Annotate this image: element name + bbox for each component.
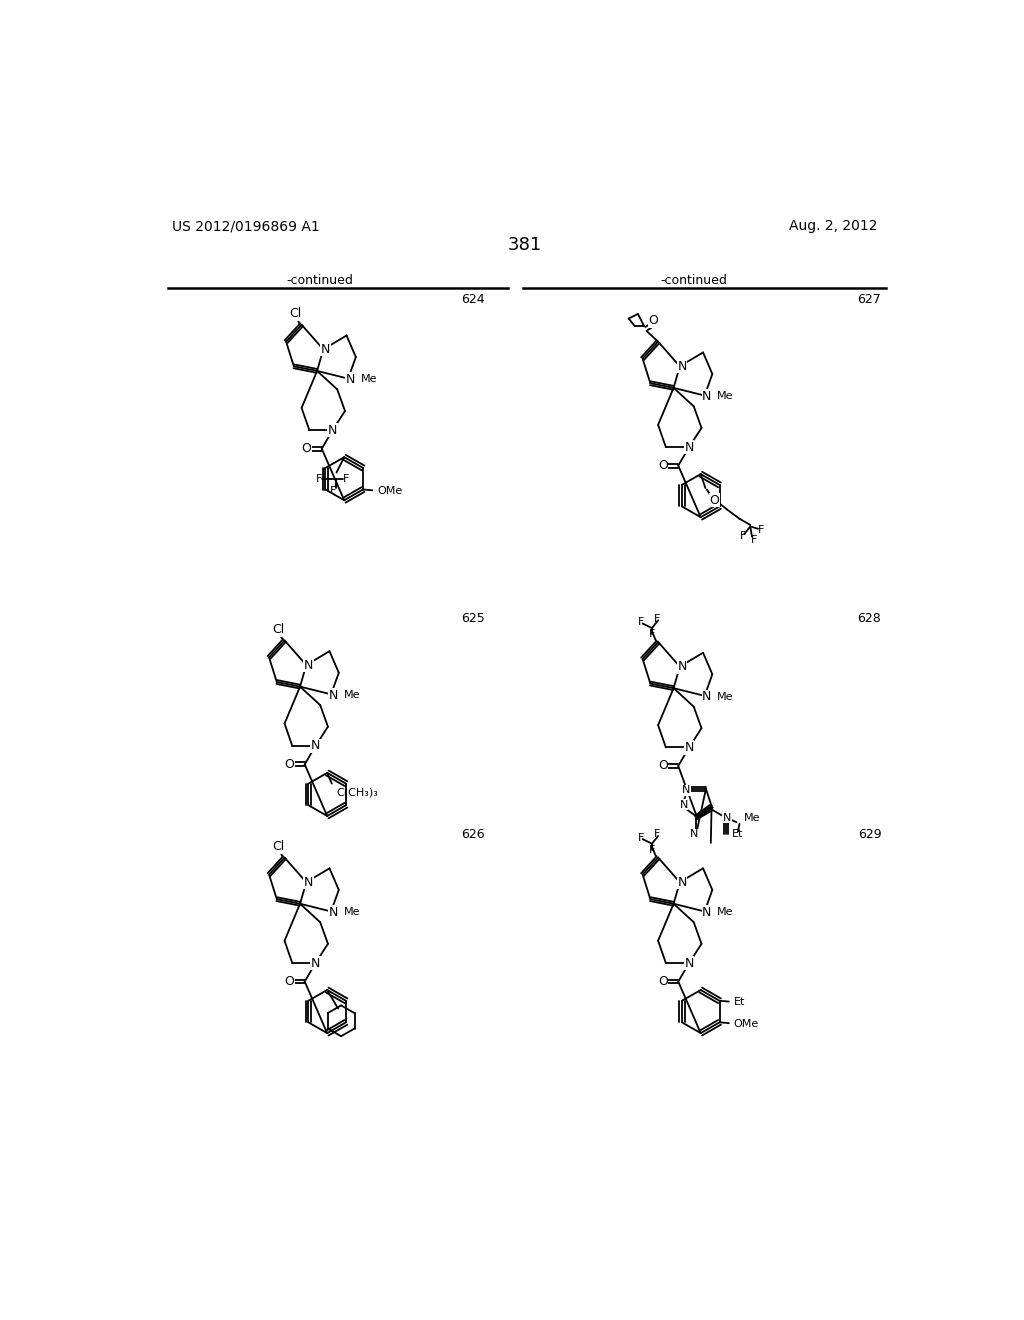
Text: N: N [329,689,338,702]
Text: O: O [285,975,294,989]
Text: O: O [657,975,668,989]
Text: F: F [343,474,350,483]
Text: 629: 629 [858,828,882,841]
Text: F: F [649,630,655,639]
Text: N: N [702,690,712,704]
Text: C(CH₃)₃: C(CH₃)₃ [337,788,378,797]
Text: N: N [680,800,688,809]
Text: Me: Me [717,907,733,917]
Text: O: O [301,442,311,455]
Text: F: F [330,486,336,496]
Text: F: F [638,616,644,627]
Text: N: N [702,906,712,919]
Text: N: N [311,739,321,752]
Text: 381: 381 [508,236,542,253]
Text: Me: Me [360,375,377,384]
Text: 625: 625 [461,612,484,626]
Text: Me: Me [343,690,360,700]
Text: Me: Me [343,907,360,917]
Text: O: O [648,314,658,327]
Text: F: F [751,536,758,545]
Text: Me: Me [717,692,733,702]
Text: -continued: -continued [287,273,353,286]
Text: 626: 626 [461,828,484,841]
Text: Me: Me [744,813,761,822]
Text: N: N [684,957,694,970]
Text: N: N [328,424,337,437]
Text: F: F [758,524,764,535]
Text: Cl: Cl [289,308,301,321]
Text: N: N [684,741,694,754]
Text: F: F [638,833,644,842]
Text: N: N [690,829,698,840]
Text: US 2012/0196869 A1: US 2012/0196869 A1 [172,219,319,234]
Text: Et: Et [732,829,743,840]
Text: -continued: -continued [660,273,727,286]
Text: OMe: OMe [377,486,402,496]
Text: F: F [649,845,655,855]
Text: 628: 628 [857,612,882,626]
Text: F: F [315,474,322,483]
Text: F: F [653,829,659,840]
Text: OMe: OMe [733,1019,759,1028]
Text: Cl: Cl [272,841,285,853]
Text: N: N [682,785,690,796]
Text: Et: Et [733,998,744,1007]
Text: O: O [657,459,668,473]
Text: N: N [321,343,331,356]
Text: F: F [739,531,745,541]
Text: N: N [678,360,687,372]
Text: Me: Me [717,391,733,401]
Text: N: N [304,875,313,888]
Text: N: N [346,372,355,385]
Text: O: O [285,758,294,771]
Text: 624: 624 [461,293,484,306]
Text: N: N [684,441,694,454]
Text: N: N [702,389,712,403]
Text: N: N [678,875,687,888]
Text: N: N [304,659,313,672]
Text: F: F [653,614,659,624]
Text: O: O [710,494,720,507]
Text: N: N [678,660,687,673]
Text: 627: 627 [857,293,882,306]
Text: Cl: Cl [272,623,285,636]
Text: N: N [329,906,338,919]
Text: N: N [723,813,731,822]
Text: N: N [311,957,321,970]
Text: O: O [657,759,668,772]
Text: Aug. 2, 2012: Aug. 2, 2012 [788,219,878,234]
